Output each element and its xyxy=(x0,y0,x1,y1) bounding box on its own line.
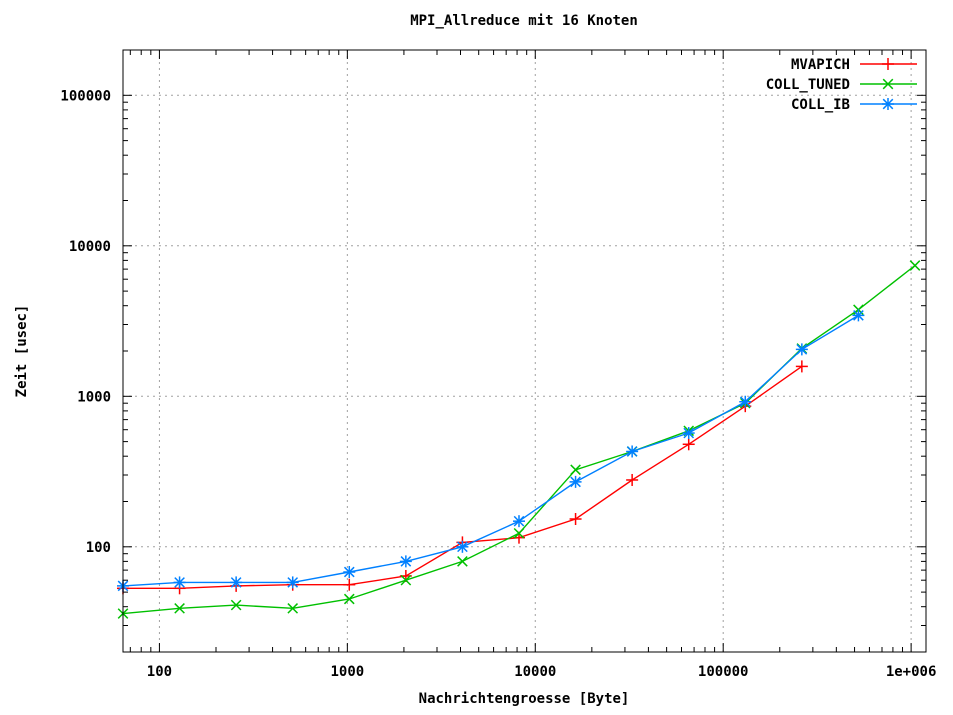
data-point xyxy=(852,309,865,322)
tick-layer: 100 1000 10000 100000 1e+006 100 1000 10000 1000… xyxy=(60,49,937,680)
data-point xyxy=(230,599,242,611)
x-tick-label: 1000 xyxy=(330,664,364,680)
legend-swatch-marker xyxy=(882,58,894,70)
data-point xyxy=(795,343,808,356)
data-point xyxy=(230,576,243,589)
y-tick-label: 1000 xyxy=(77,389,111,405)
x-axis-label: Nachrichtengroesse [Byte] xyxy=(419,691,630,707)
plot-frame xyxy=(122,49,927,653)
series-line xyxy=(122,314,859,587)
legend: MVAPICH COLL_TUNED COLL_IB xyxy=(766,57,917,113)
data-point xyxy=(795,360,808,373)
y-axis-label: Zeit [usec] xyxy=(14,305,30,398)
series-coll-ib xyxy=(117,309,865,592)
grid-layer xyxy=(123,50,926,652)
x-tick-label: 10000 xyxy=(514,664,556,680)
data-point xyxy=(399,555,412,568)
data-point xyxy=(513,527,525,539)
data-point xyxy=(569,475,582,488)
data-point xyxy=(343,566,356,579)
data-point xyxy=(343,578,356,591)
data-point xyxy=(286,576,299,589)
data-point xyxy=(909,260,921,271)
data-point xyxy=(626,445,639,458)
chart-title: MPI_Allreduce mit 16 Knoten xyxy=(410,13,638,29)
legend-label: MVAPICH xyxy=(791,57,850,73)
data-point xyxy=(400,574,412,586)
data-point xyxy=(569,513,582,526)
legend-label: COLL_TUNED xyxy=(766,77,850,93)
data-point xyxy=(287,603,299,614)
x-tick-label: 1e+006 xyxy=(886,664,937,680)
data-point xyxy=(739,395,752,408)
legend-swatch-marker xyxy=(882,78,894,90)
data-point xyxy=(570,464,581,476)
data-point xyxy=(173,576,186,589)
y-tick-label: 100 xyxy=(86,540,111,556)
data-point xyxy=(682,427,695,440)
y-tick-label: 100000 xyxy=(60,88,111,104)
series-coll-tuned xyxy=(117,260,921,619)
data-point xyxy=(456,540,469,553)
data-point xyxy=(457,556,468,567)
data-point xyxy=(626,473,639,486)
x-tick-label: 100000 xyxy=(698,664,749,680)
legend-swatch-marker xyxy=(882,98,894,110)
y-tick-label: 10000 xyxy=(69,239,111,255)
series-line xyxy=(123,365,803,589)
x-tick-label: 100 xyxy=(147,664,172,680)
data-point xyxy=(512,515,525,528)
legend-label: COLL_IB xyxy=(791,97,850,113)
series-mvapich xyxy=(117,360,808,595)
data-point xyxy=(682,438,695,451)
data-point xyxy=(343,593,355,605)
data-point xyxy=(174,603,185,614)
series-line xyxy=(122,264,916,615)
series-layer xyxy=(117,260,921,619)
